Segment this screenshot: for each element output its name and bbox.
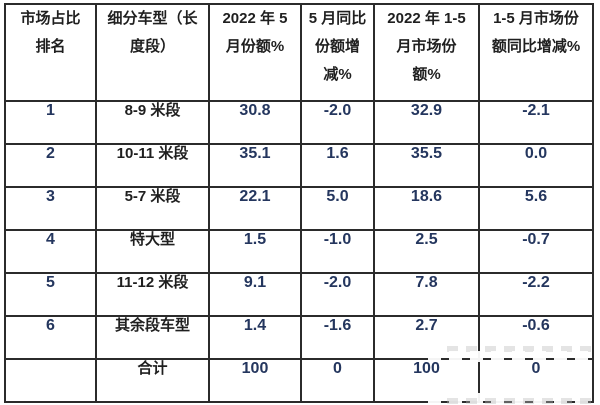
- value-cell: 18.6: [373, 186, 480, 231]
- value-cell: 0: [478, 358, 594, 403]
- value-cell: -2.2: [478, 272, 594, 317]
- value-cell: 9.1: [208, 272, 302, 317]
- rank-cell: 3: [4, 186, 97, 231]
- rank-cell-empty: [4, 358, 97, 403]
- header-jan-may-share: 2022 年 1-5 月市场份 额%: [373, 3, 480, 102]
- value-cell: -2.0: [300, 272, 375, 317]
- table-row: 3 5-7 米段 22.1 5.0 18.6 5.6: [4, 186, 594, 231]
- header-may-share: 2022 年 5 月份额%: [208, 3, 302, 102]
- category-cell: 10-11 米段: [95, 143, 210, 188]
- value-cell: -2.1: [478, 100, 594, 145]
- header-jan-may-yoy-change: 1-5 月市场份 额同比增减%: [478, 3, 594, 102]
- category-cell: 其余段车型: [95, 315, 210, 360]
- value-cell: 22.1: [208, 186, 302, 231]
- category-cell: 特大型: [95, 229, 210, 274]
- value-cell: 1.4: [208, 315, 302, 360]
- value-cell: -0.7: [478, 229, 594, 274]
- rank-cell: 2: [4, 143, 97, 188]
- total-label-cell: 合计: [95, 358, 210, 403]
- value-cell: 7.8: [373, 272, 480, 317]
- table-row: 1 8-9 米段 30.8 -2.0 32.9 -2.1: [4, 100, 594, 145]
- value-cell: 35.5: [373, 143, 480, 188]
- table-row: 4 特大型 1.5 -1.0 2.5 -0.7: [4, 229, 594, 274]
- value-cell: 32.9: [373, 100, 480, 145]
- total-row: 合计 100 0 100 0: [4, 358, 594, 403]
- value-cell: 30.8: [208, 100, 302, 145]
- value-cell: 5.0: [300, 186, 375, 231]
- category-cell: 5-7 米段: [95, 186, 210, 231]
- category-cell: 8-9 米段: [95, 100, 210, 145]
- rank-cell: 1: [4, 100, 97, 145]
- value-cell: 0.0: [478, 143, 594, 188]
- value-cell: 2.7: [373, 315, 480, 360]
- value-cell: 5.6: [478, 186, 594, 231]
- value-cell: 35.1: [208, 143, 302, 188]
- table-row: 5 11-12 米段 9.1 -2.0 7.8 -2.2: [4, 272, 594, 317]
- value-cell: 1.6: [300, 143, 375, 188]
- header-row: 市场占比 排名 细分车型（长 度段） 2022 年 5 月份额% 5 月同比 份…: [4, 3, 594, 102]
- value-cell: -2.0: [300, 100, 375, 145]
- rank-cell: 6: [4, 315, 97, 360]
- table-row: 6 其余段车型 1.4 -1.6 2.7 -0.6: [4, 315, 594, 360]
- value-cell: 1.5: [208, 229, 302, 274]
- value-cell: 0: [300, 358, 375, 403]
- value-cell: 100: [208, 358, 302, 403]
- value-cell: 100: [373, 358, 480, 403]
- value-cell: -1.6: [300, 315, 375, 360]
- table-row: 2 10-11 米段 35.1 1.6 35.5 0.0: [4, 143, 594, 188]
- market-share-table: 市场占比 排名 细分车型（长 度段） 2022 年 5 月份额% 5 月同比 份…: [4, 3, 594, 403]
- rank-cell: 4: [4, 229, 97, 274]
- value-cell: -0.6: [478, 315, 594, 360]
- header-segment: 细分车型（长 度段）: [95, 3, 210, 102]
- header-may-yoy-change: 5 月同比 份额增 减%: [300, 3, 375, 102]
- market-share-table-container: 市场占比 排名 细分车型（长 度段） 2022 年 5 月份额% 5 月同比 份…: [4, 3, 594, 403]
- rank-cell: 5: [4, 272, 97, 317]
- value-cell: 2.5: [373, 229, 480, 274]
- value-cell: -1.0: [300, 229, 375, 274]
- category-cell: 11-12 米段: [95, 272, 210, 317]
- header-rank: 市场占比 排名: [4, 3, 97, 102]
